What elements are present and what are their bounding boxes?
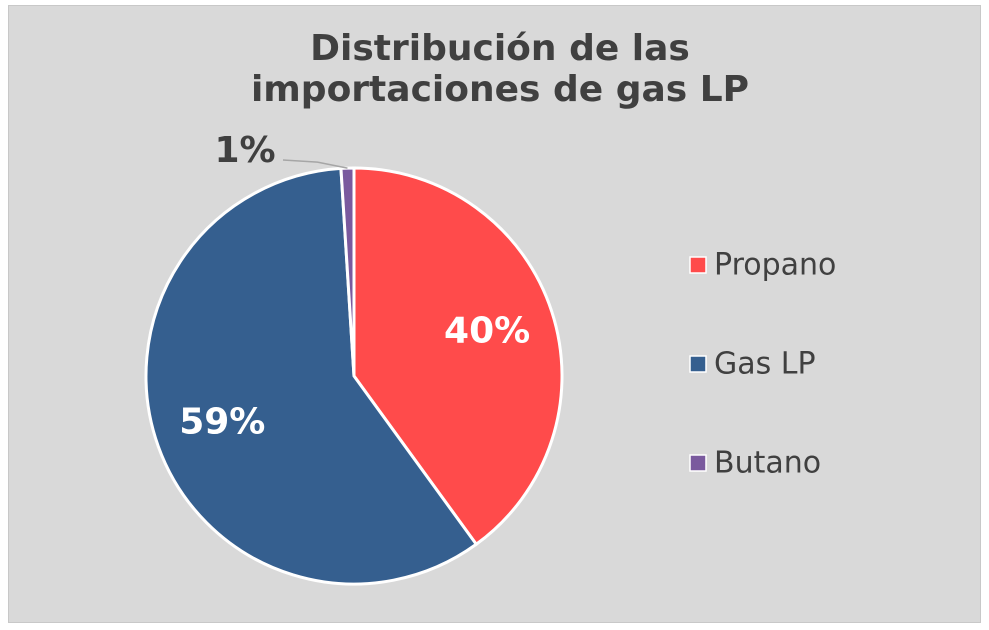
data-label: 40%	[444, 311, 530, 352]
legend-swatch	[689, 256, 707, 274]
pie-slice	[144, 166, 479, 586]
legend-swatch	[689, 454, 707, 472]
legend-swatch	[689, 355, 707, 373]
pie-slice	[339, 166, 356, 377]
data-label: 59%	[179, 401, 265, 442]
legend-label: Propano	[714, 248, 836, 283]
leader-line	[282, 159, 348, 169]
pie-slice	[352, 166, 564, 547]
data-label: 1%	[214, 130, 275, 171]
legend-label: Butano	[714, 446, 821, 481]
chart-title: Distribución de las importaciones de gas…	[250, 28, 750, 110]
legend-label: Gas LP	[714, 347, 816, 382]
